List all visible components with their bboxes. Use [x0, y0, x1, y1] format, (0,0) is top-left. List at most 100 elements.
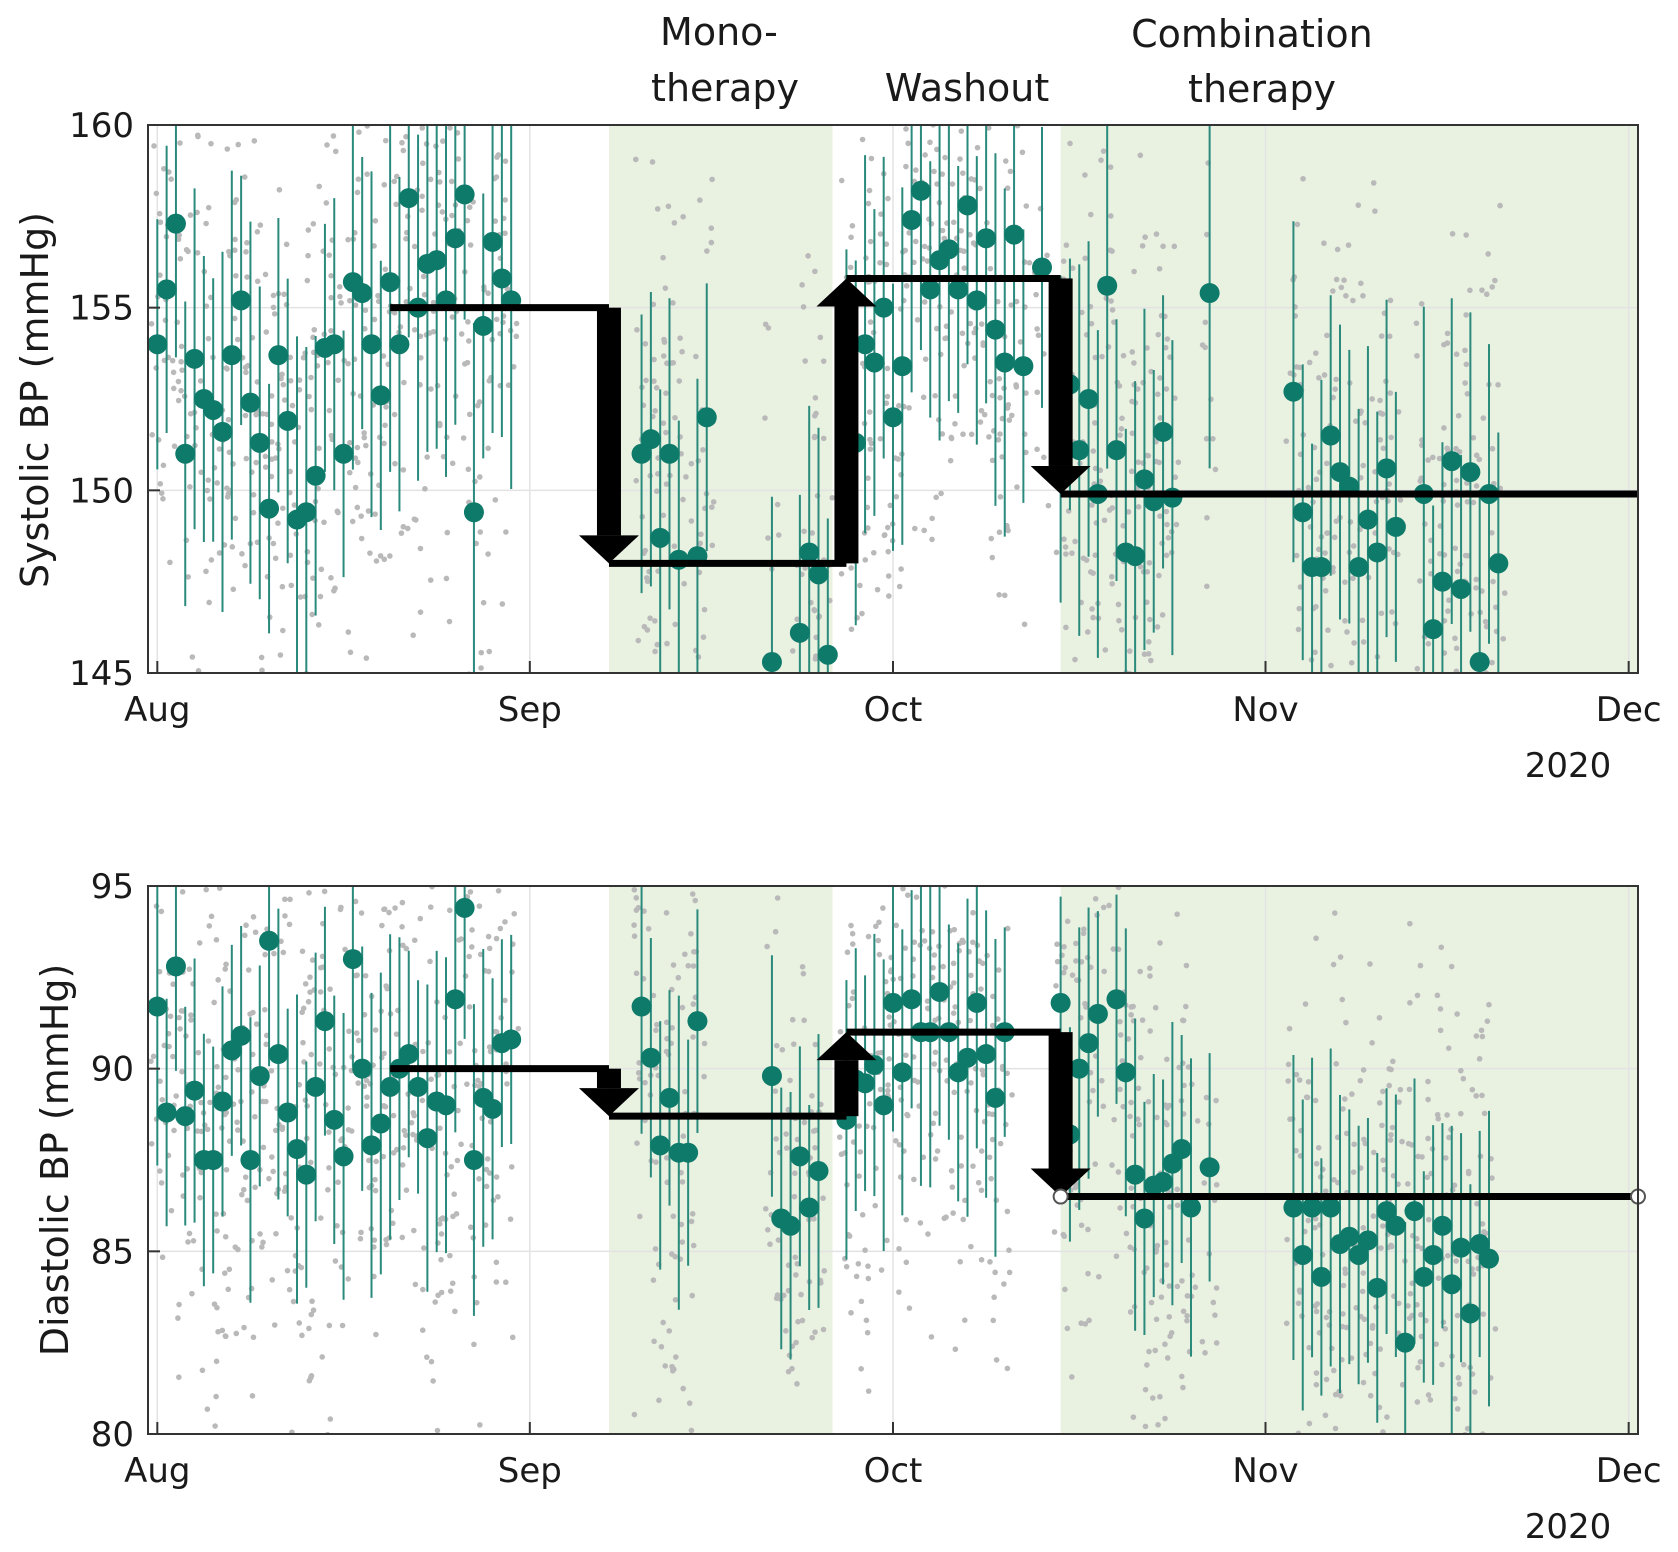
sys-raw-point [1477, 715, 1483, 721]
sys-raw-point [670, 300, 676, 306]
dia-raw-point [1374, 1520, 1380, 1526]
sys-raw-point [417, 609, 424, 615]
sys-raw-point [1092, 354, 1099, 361]
sys-raw-point [1358, 280, 1364, 287]
sys-raw-point [513, 320, 520, 327]
sys-raw-point [807, 718, 813, 724]
dia-raw-point [282, 913, 288, 919]
sys-raw-point [1146, 560, 1153, 566]
dia-raw-point [1178, 1373, 1185, 1380]
sys-raw-point [280, 627, 286, 634]
sys-raw-point [961, 362, 967, 369]
dia-raw-point [820, 1195, 826, 1202]
dia-raw-point [308, 1373, 315, 1379]
dia-raw-point [1414, 1301, 1420, 1308]
sys-mean-marker [1469, 652, 1490, 673]
sys-raw-point [683, 754, 689, 760]
sys-raw-point [1035, 332, 1042, 339]
dia-raw-point [1425, 1135, 1431, 1142]
sys-raw-point [1428, 735, 1434, 741]
sys-raw-point [1144, 569, 1151, 575]
sys-raw-point [1497, 202, 1503, 209]
dia-raw-point [1367, 1340, 1374, 1347]
sys-raw-point [820, 358, 827, 364]
dia-raw-point [213, 1211, 219, 1217]
sys-raw-point [927, 139, 933, 146]
sys-raw-point [1004, 185, 1011, 191]
sys-raw-point [789, 648, 796, 654]
dia-raw-point [223, 1074, 229, 1081]
dia-raw-point [460, 808, 466, 814]
sys-raw-point [436, 420, 443, 427]
sys-raw-point [829, 494, 836, 501]
sys-raw-point [1493, 708, 1499, 714]
dia-raw-point [1313, 1160, 1320, 1167]
dia-raw-point [188, 1012, 194, 1018]
sys-raw-point [1163, 552, 1170, 559]
sys-raw-point [224, 366, 230, 372]
sys-raw-point [1380, 445, 1387, 452]
sys-mean-marker [1292, 502, 1313, 523]
sys-raw-point [1428, 839, 1434, 845]
dia-raw-point [663, 910, 670, 916]
dia-raw-point [1117, 1018, 1123, 1025]
sys-raw-point [381, 440, 387, 447]
dia-raw-point [1342, 1266, 1348, 1272]
dia-mean-marker [287, 1139, 307, 1160]
dia-raw-point [1351, 1141, 1357, 1148]
dia-ytick-label-2: 90 [91, 1050, 134, 1090]
sys-mean-marker [473, 315, 494, 336]
dia-raw-point [427, 958, 433, 965]
dia-raw-point [1201, 1180, 1208, 1186]
dia-raw-point [1113, 1253, 1120, 1260]
sys-raw-point [921, 243, 928, 250]
sys-raw-point [676, 378, 683, 384]
sys-raw-point [1348, 659, 1355, 666]
sys-mean-marker [957, 195, 978, 216]
dia-mean-marker [156, 1102, 177, 1123]
phase-label-combination-line1: Combination [1131, 12, 1373, 56]
sys-raw-point [1447, 726, 1453, 732]
sys-raw-point [253, 803, 259, 809]
dia-raw-point [968, 1080, 974, 1086]
sys-raw-point [1359, 617, 1366, 624]
dia-raw-point [1180, 1308, 1187, 1315]
dia-raw-point [799, 1317, 806, 1324]
dia-raw-point [466, 953, 472, 960]
sys-raw-point [1345, 242, 1352, 248]
dia-raw-point [493, 935, 500, 942]
sys-raw-point [169, 112, 175, 118]
sys-raw-point [1141, 651, 1148, 658]
sys-raw-point [812, 268, 818, 275]
sys-raw-point [762, 415, 768, 421]
dia-raw-point [865, 1275, 872, 1282]
dia-raw-point [176, 1014, 182, 1021]
dia-raw-point [1213, 1340, 1220, 1346]
dia-raw-point [307, 753, 313, 759]
dia-raw-point [263, 1041, 269, 1048]
sys-raw-point [999, 415, 1006, 422]
sys-raw-point [421, 291, 428, 298]
sys-raw-point [328, 294, 334, 301]
sys-mean-marker [1032, 257, 1052, 278]
sys-raw-point [492, 218, 499, 224]
dia-raw-point [783, 1328, 789, 1334]
dia-raw-point [1455, 1375, 1462, 1381]
sys-mean-marker [1460, 462, 1481, 483]
dia-raw-point [216, 886, 223, 892]
sys-raw-point [1033, 291, 1039, 298]
dia-raw-point [235, 1067, 241, 1073]
sys-raw-point [1283, 438, 1290, 444]
dia-raw-point [466, 1004, 473, 1010]
sys-raw-point [241, 174, 248, 180]
dia-raw-point [930, 1120, 937, 1127]
sys-raw-point [1434, 843, 1440, 849]
dia-raw-point [1380, 1223, 1386, 1229]
dia-raw-point [374, 716, 380, 722]
dia-raw-point [1129, 1132, 1136, 1139]
sys-raw-point [774, 862, 780, 868]
dia-raw-point [961, 1317, 968, 1323]
dia-raw-point [943, 1214, 949, 1220]
sys-raw-point [1473, 576, 1479, 583]
dia-raw-point [158, 1180, 165, 1186]
